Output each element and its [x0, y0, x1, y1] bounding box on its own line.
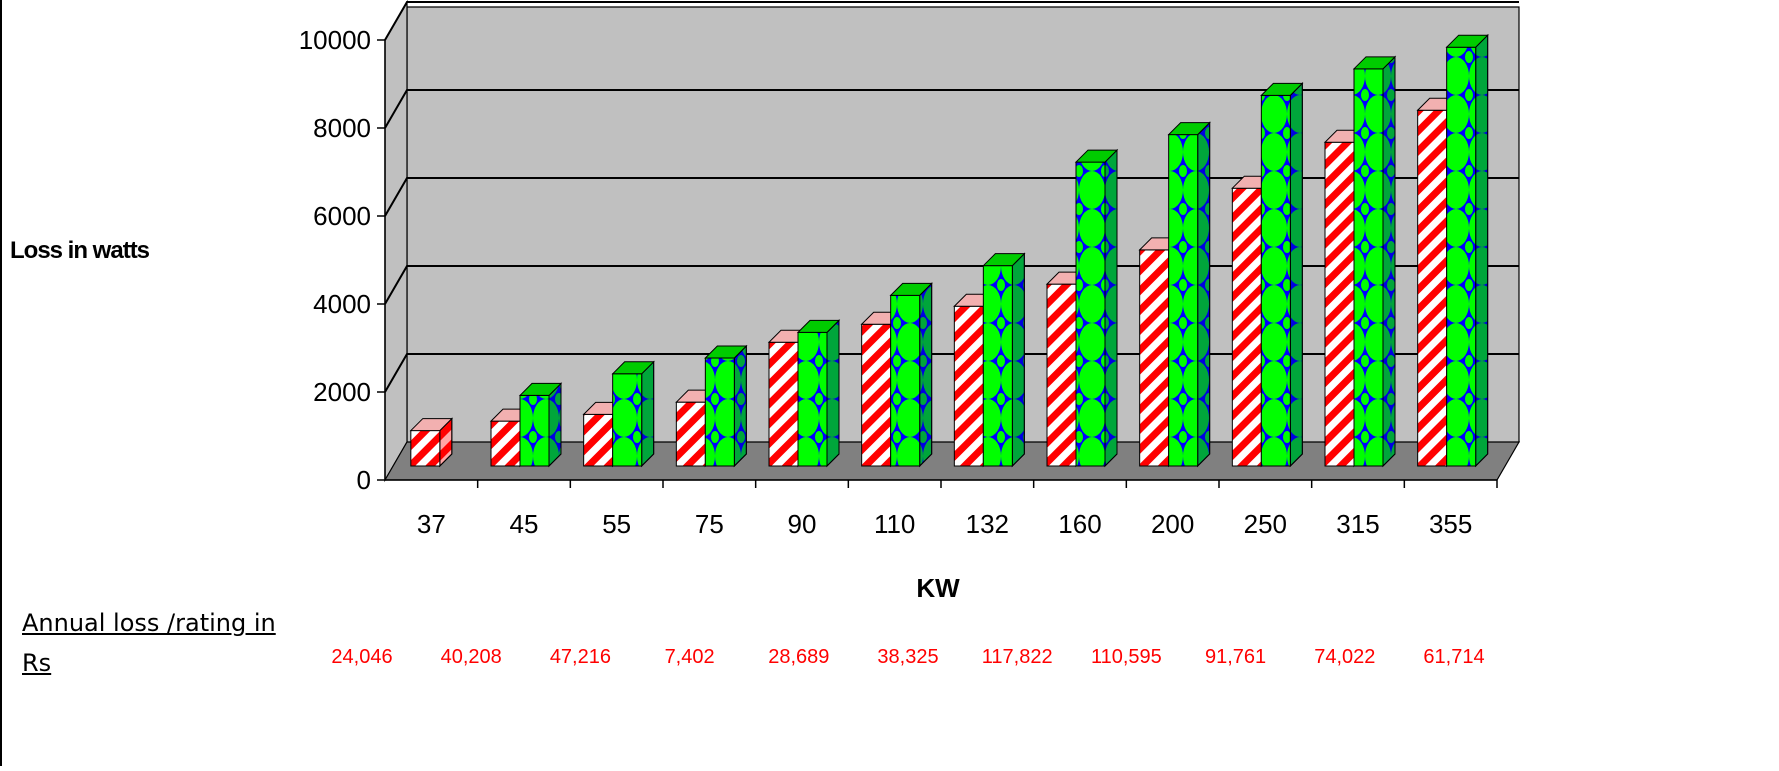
- gridline: [384, 89, 1519, 129]
- x-tick-label: 315: [1336, 509, 1379, 539]
- x-tick-label: 45: [510, 509, 539, 539]
- annual-loss-value: 74,022: [1314, 646, 1375, 668]
- y-tick-label: 6000: [313, 201, 371, 231]
- annual-loss-value: 24,046: [331, 646, 392, 668]
- x-tick-label: 90: [788, 509, 817, 539]
- bar-series-2-132: [982, 252, 1026, 468]
- bar-series-2-75: [704, 344, 748, 468]
- bar-series-2-200: [1167, 121, 1211, 468]
- x-tick-label: 37: [417, 509, 446, 539]
- gridline: [384, 177, 1519, 217]
- bar-series-2-160: [1074, 148, 1119, 468]
- x-tick-label: 132: [966, 509, 1009, 539]
- annual-loss-value: 40,208: [441, 646, 502, 668]
- x-tick-label: 55: [602, 509, 631, 539]
- x-tick-label: 110: [874, 509, 915, 539]
- bar-series-2-315: [1352, 55, 1397, 468]
- y-tick-label: 8000: [313, 113, 371, 143]
- bar-series-2-90: [796, 319, 841, 468]
- x-tick-label: 160: [1058, 509, 1101, 539]
- gridline: [384, 1, 1519, 41]
- y-axis-label: Loss in watts: [10, 237, 150, 264]
- x-axis-label: KW: [916, 573, 960, 603]
- bar-series-2-55: [611, 360, 655, 468]
- bar-series-1-37: [409, 417, 454, 468]
- y-tick-label: 4000: [313, 289, 371, 319]
- x-tick-label: 200: [1151, 509, 1194, 539]
- annual-loss-value: 7,402: [665, 646, 715, 668]
- annual-loss-value: 28,689: [768, 646, 829, 668]
- annual-loss-value: 110,595: [1091, 646, 1162, 668]
- bar-series-2-355: [1445, 33, 1489, 468]
- annual-loss-value: 117,822: [982, 646, 1053, 668]
- annual-loss-label: Annual loss /rating in Rs: [22, 609, 276, 677]
- annual-loss-value: 91,761: [1205, 646, 1266, 668]
- y-tick-label: 0: [357, 465, 371, 495]
- bar-series-2-250: [1260, 82, 1304, 468]
- x-tick-label: 75: [695, 509, 724, 539]
- side-wall: [384, 0, 408, 483]
- annual-loss-value: 61,714: [1423, 646, 1484, 668]
- y-tick-label: 10000: [299, 25, 371, 55]
- x-tick-label: 250: [1244, 509, 1287, 539]
- annual-loss-value: 38,325: [877, 646, 938, 668]
- annual-loss-value: 47,216: [550, 646, 611, 668]
- bar-series-2-110: [889, 282, 933, 468]
- y-tick-label: 2000: [313, 377, 371, 407]
- x-tick-label: 355: [1429, 509, 1472, 539]
- bar-series-2-45: [518, 382, 563, 468]
